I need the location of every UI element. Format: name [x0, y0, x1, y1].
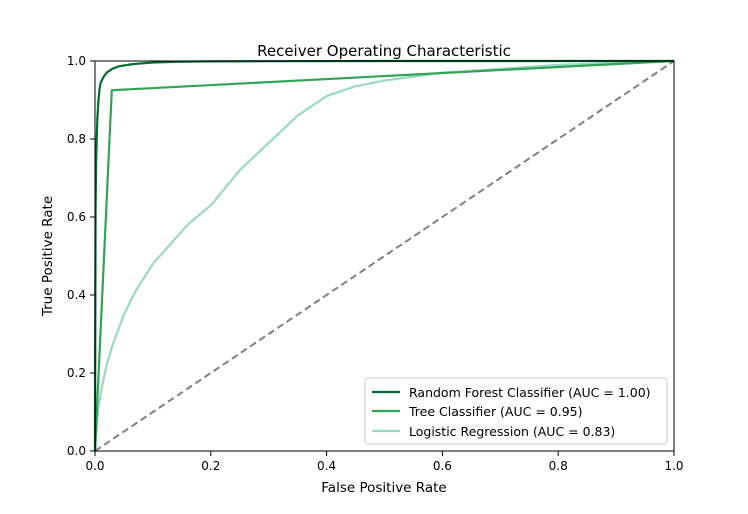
x-axis-label: False Positive Rate — [321, 480, 446, 496]
y-tick-label: 0.4 — [67, 288, 86, 302]
x-tick-label: 0.4 — [317, 459, 336, 473]
legend-label-random-forest: Random Forest Classifier (AUC = 1.00) — [409, 385, 651, 400]
x-tick-label: 0.8 — [549, 459, 568, 473]
y-axis-label: True Positive Rate — [40, 196, 56, 317]
axes-frame — [94, 60, 675, 452]
x-axis-ticks: 0.0 0.2 0.4 0.6 0.8 1.0 — [85, 451, 684, 473]
x-tick-label: 0.6 — [433, 459, 452, 473]
legend-label-logistic-regression: Logistic Regression (AUC = 0.83) — [409, 424, 615, 439]
legend-box — [364, 377, 668, 445]
y-tick-label: 0.6 — [67, 210, 86, 224]
x-tick-label: 0.2 — [201, 459, 220, 473]
series-line-tree-classifier — [93, 59, 675, 452]
chart-title: Receiver Operating Characteristic — [257, 42, 511, 60]
y-axis-ticks: 0.0 0.2 0.4 0.6 0.8 1.0 — [67, 54, 95, 458]
y-tick-label: 0.2 — [67, 366, 86, 380]
x-tick-label: 0.0 — [85, 459, 104, 473]
y-tick-label: 0.8 — [67, 132, 86, 146]
diagonal-reference-line — [94, 60, 675, 452]
legend: Random Forest Classifier (AUC = 1.00) Tr… — [364, 377, 668, 445]
y-tick-label: 1.0 — [67, 54, 86, 68]
y-tick-label: 0.0 — [67, 444, 86, 458]
legend-label-tree-classifier: Tree Classifier (AUC = 0.95) — [408, 404, 583, 419]
x-tick-label: 1.0 — [664, 459, 683, 473]
plot-area — [93, 59, 675, 452]
